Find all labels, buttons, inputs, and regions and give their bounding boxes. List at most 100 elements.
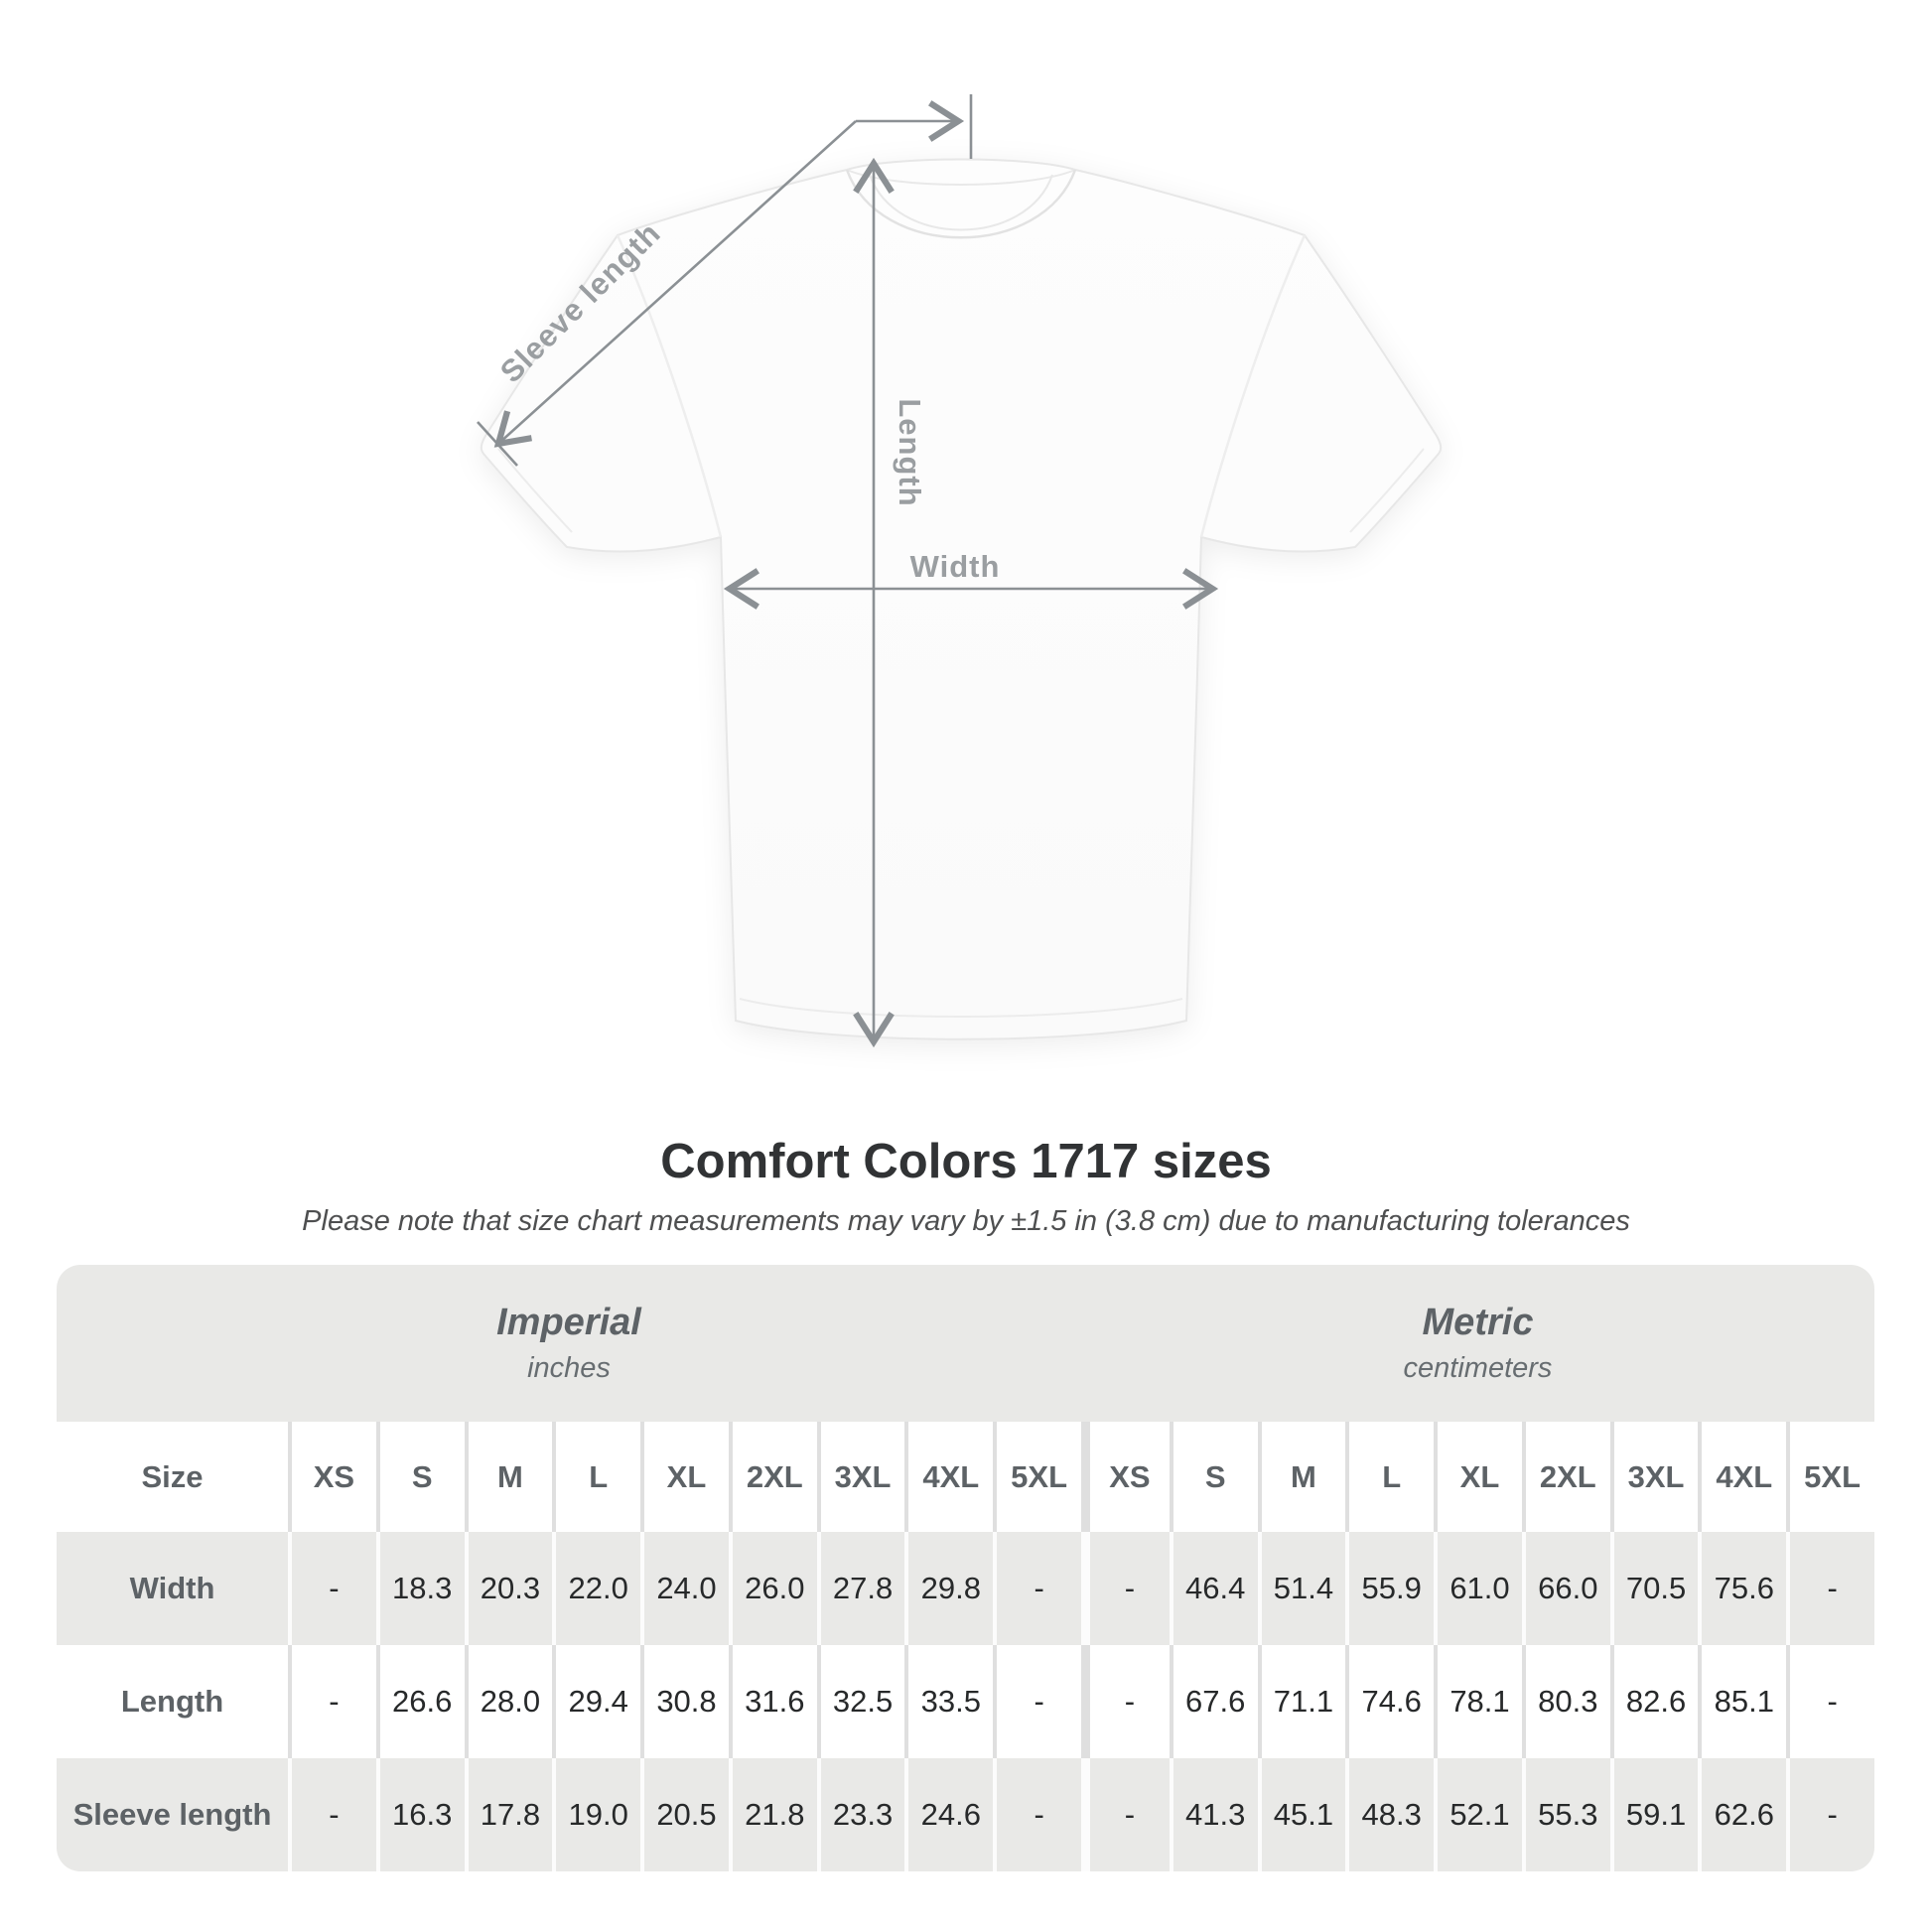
value-cell: - (993, 1645, 1081, 1758)
value-cell: - (288, 1645, 376, 1758)
value-cell: - (993, 1532, 1081, 1645)
width-label: Width (910, 549, 1001, 584)
size-col-header: 5XL (993, 1422, 1081, 1532)
value-cell: - (288, 1532, 376, 1645)
value-cell: 22.0 (552, 1532, 640, 1645)
value-cell: 31.6 (728, 1645, 817, 1758)
value-cell: 85.1 (1698, 1645, 1786, 1758)
value-cell: 24.0 (640, 1532, 729, 1645)
size-col-header: XS (1081, 1422, 1170, 1532)
left-armhole-seam (616, 234, 723, 538)
value-cell: 17.8 (464, 1758, 553, 1871)
value-cell: 23.3 (816, 1758, 905, 1871)
page-title: Comfort Colors 1717 sizes (660, 1135, 1272, 1188)
value-cell: 32.5 (816, 1645, 905, 1758)
tshirt-illustration (480, 158, 1443, 1040)
sleeve-length-arrow (493, 120, 857, 448)
value-cell: 70.5 (1609, 1532, 1699, 1645)
table-group-header-row: Imperial inches Metric centimeters (57, 1265, 1874, 1422)
value-cell: 61.0 (1434, 1532, 1522, 1645)
size-col-header: 3XL (816, 1422, 905, 1532)
sleeve-end-tick (477, 421, 518, 467)
value-cell: - (1786, 1532, 1874, 1645)
value-cell: 48.3 (1345, 1758, 1434, 1871)
hem-stitch (739, 998, 1183, 1018)
value-cell: 74.6 (1345, 1645, 1434, 1758)
value-cell: 80.3 (1521, 1645, 1610, 1758)
size-col-header: 2XL (728, 1422, 817, 1532)
tshirt-measurement-diagram: Sleeve length Length Width (477, 94, 1443, 1048)
value-cell: 41.3 (1169, 1758, 1258, 1871)
group-label: Imperial (496, 1302, 641, 1343)
corner-header-cell: Size (141, 1458, 204, 1494)
value-cell: 82.6 (1609, 1645, 1699, 1758)
size-col-header: 3XL (1609, 1422, 1699, 1532)
size-col-header: 4XL (1698, 1422, 1786, 1532)
size-table: Imperial inches Metric centimeters Size XS S M L… (57, 1265, 1874, 1871)
value-cell: 26.6 (375, 1645, 465, 1758)
value-cell: 20.5 (640, 1758, 729, 1871)
right-cuff-stitch (1349, 448, 1425, 533)
value-cell: 59.1 (1609, 1758, 1699, 1871)
value-cell: - (1081, 1758, 1170, 1871)
row-label-cell: Length (120, 1684, 224, 1719)
value-cell: - (1081, 1645, 1170, 1758)
value-cell: 16.3 (375, 1758, 465, 1871)
value-cell: 26.0 (728, 1532, 817, 1645)
group-unit: centimeters (1403, 1352, 1553, 1384)
size-col-header: XL (640, 1422, 729, 1532)
value-cell: 19.0 (552, 1758, 640, 1871)
value-cell: 33.5 (904, 1645, 993, 1758)
size-col-header: 4XL (904, 1422, 993, 1532)
group-unit: inches (527, 1352, 611, 1384)
size-col-header: M (464, 1422, 553, 1532)
measurement-annotations (477, 94, 1219, 1048)
value-cell: 66.0 (1521, 1532, 1610, 1645)
row-label-cell: Sleeve length (72, 1797, 272, 1832)
value-cell: 18.3 (375, 1532, 465, 1645)
left-cuff-stitch (497, 448, 573, 533)
value-cell: 67.6 (1169, 1645, 1258, 1758)
value-cell: 28.0 (464, 1645, 553, 1758)
group-header-metric: Metric centimeters (1081, 1265, 1874, 1422)
table-size-header-row: Size XS S M L XL 2XL 3XL 4XL 5XL XS S M L XL 2XL 3XL 4XL 5… (57, 1422, 1874, 1532)
table-data-row: Length -26.6 28.0 29.4 30.8 31.6 32.5 33.5- -67.… (57, 1645, 1874, 1758)
size-col-header: S (375, 1422, 465, 1532)
value-cell: 29.4 (552, 1645, 640, 1758)
value-cell: - (1081, 1532, 1170, 1645)
value-cell: - (993, 1758, 1081, 1871)
value-cell: 24.6 (904, 1758, 993, 1871)
size-col-header: 2XL (1521, 1422, 1610, 1532)
value-cell: 55.9 (1345, 1532, 1434, 1645)
value-cell: 45.1 (1257, 1758, 1346, 1871)
tshirt-body (480, 158, 1443, 1040)
table-data-row: Sleeve length -16.3 17.8 19.0 20.5 21.8 23.3 24… (57, 1758, 1874, 1871)
group-header-imperial: Imperial inches (57, 1265, 1081, 1422)
value-cell: 21.8 (728, 1758, 817, 1871)
value-cell: - (288, 1758, 376, 1871)
value-cell: 20.3 (464, 1532, 553, 1645)
size-col-header: S (1169, 1422, 1258, 1532)
row-label-cell: Width (129, 1571, 215, 1605)
value-cell: 71.1 (1257, 1645, 1346, 1758)
value-cell: 30.8 (640, 1645, 729, 1758)
size-col-header: XL (1434, 1422, 1522, 1532)
table-data-row: Width -18.3 20.3 22.0 24.0 26.0 27.8 29.8- -46.4… (57, 1532, 1874, 1645)
size-col-header: 5XL (1786, 1422, 1874, 1532)
tolerance-note: Please note that size chart measurements… (302, 1205, 1630, 1237)
size-col-header: L (1345, 1422, 1434, 1532)
value-cell: 55.3 (1521, 1758, 1610, 1871)
right-armhole-seam (1199, 234, 1307, 538)
value-cell: 51.4 (1257, 1532, 1346, 1645)
size-col-header: L (552, 1422, 640, 1532)
group-label: Metric (1422, 1302, 1534, 1343)
value-cell: 27.8 (816, 1532, 905, 1645)
value-cell: 75.6 (1698, 1532, 1786, 1645)
size-col-header: XS (288, 1422, 376, 1532)
value-cell: 78.1 (1434, 1645, 1522, 1758)
value-cell: - (1786, 1758, 1874, 1871)
value-cell: 29.8 (904, 1532, 993, 1645)
value-cell: 62.6 (1698, 1758, 1786, 1871)
value-cell: 46.4 (1169, 1532, 1258, 1645)
